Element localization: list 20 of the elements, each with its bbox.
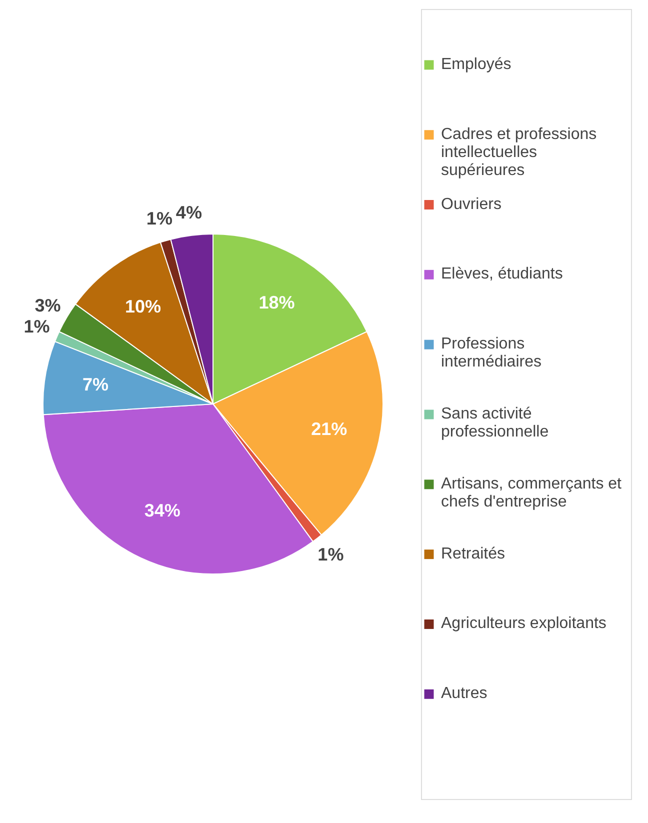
data-label: 10% [125, 296, 162, 317]
legend-label: Cadres et professions intellectuelles supérieures [441, 126, 597, 179]
data-label: 4% [176, 202, 202, 223]
data-label: 1% [318, 544, 344, 565]
legend-label: Employés [441, 56, 512, 73]
legend-label: Agriculteurs exploitants [441, 615, 606, 632]
legend-label: Retraités [441, 545, 506, 562]
data-label: 34% [144, 500, 180, 521]
data-label: 1% [146, 208, 172, 229]
legend-label: Artisans, commerçants et chefs d'entreprise [441, 475, 622, 510]
legend-label: Ouvriers [441, 196, 502, 213]
legend-label: Autres [441, 685, 488, 702]
legend-label: Sans activité professionnelle [441, 405, 549, 440]
legend-label: Professions intermédiaires [441, 336, 542, 371]
data-label: 3% [34, 295, 61, 316]
data-label: 7% [82, 374, 108, 394]
data-label: 18% [258, 292, 295, 313]
data-label: 1% [24, 316, 50, 337]
data-label: 21% [311, 418, 348, 439]
legend-label: Elèves, étudiants [441, 266, 563, 283]
